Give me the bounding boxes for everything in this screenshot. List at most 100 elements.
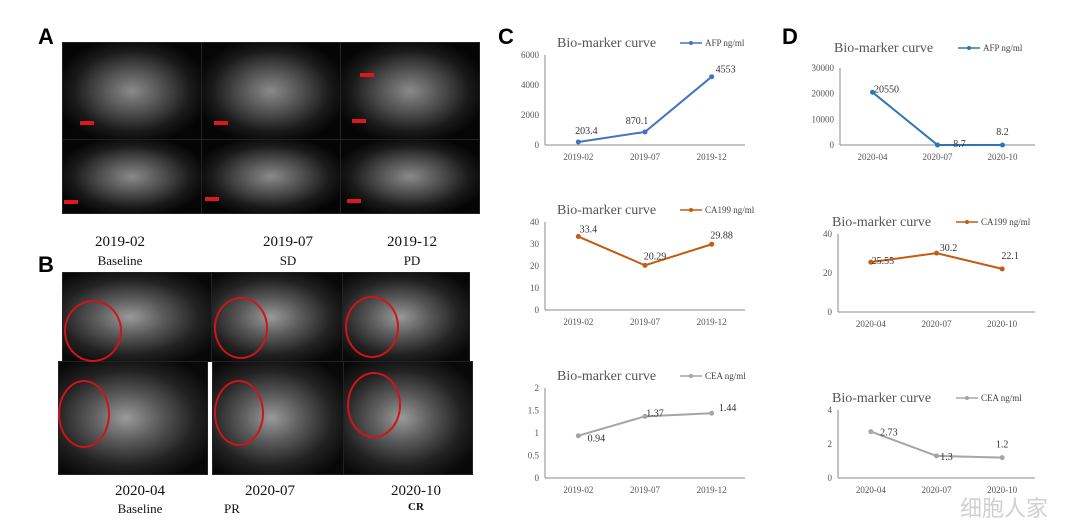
- data-label: 33.4: [580, 225, 598, 236]
- panel-label-d: D: [782, 24, 798, 49]
- data-label: 1.2: [996, 440, 1009, 451]
- lesion-arrow: [205, 197, 219, 201]
- data-label: 8.2: [996, 127, 1009, 138]
- mri-image-a-5: [201, 139, 341, 214]
- caption-b-2-status: PR: [224, 501, 240, 516]
- caption-a-1-status: Baseline: [97, 253, 143, 268]
- lesion-circle: [214, 380, 264, 446]
- data-point: [868, 429, 874, 435]
- y-tick-label: 2000: [521, 110, 540, 120]
- y-tick-label: 0: [828, 473, 833, 483]
- y-tick-label: 0: [535, 140, 540, 150]
- x-tick-label: 2020-10: [987, 319, 1017, 329]
- legend-marker: [967, 46, 971, 50]
- x-tick-label: 2019-07: [630, 317, 660, 327]
- data-label: 29.88: [710, 230, 733, 241]
- legend-marker: [689, 374, 693, 378]
- chart-title: Bio-marker curve: [832, 391, 931, 406]
- lesion-circle: [347, 372, 401, 438]
- y-tick-label: 30000: [812, 63, 835, 73]
- x-tick-label: 2019-02: [563, 317, 593, 327]
- x-tick-label: 2019-07: [630, 485, 660, 495]
- data-point: [999, 266, 1005, 272]
- caption-b-3-date: 2020-10: [391, 483, 441, 499]
- x-tick-label: 2019-07: [630, 152, 660, 162]
- lesion-arrow: [64, 200, 78, 204]
- y-tick-label: 0: [830, 140, 835, 150]
- legend-marker: [965, 396, 969, 400]
- lesion-arrow: [360, 73, 374, 77]
- data-label: 20.29: [644, 251, 667, 262]
- mri-image-a-6: [340, 139, 480, 214]
- x-tick-label: 2020-10: [988, 152, 1018, 162]
- data-label: 30.2: [940, 243, 958, 254]
- panel-label-a: A: [38, 24, 54, 49]
- y-tick-label: 10: [530, 283, 540, 293]
- y-tick-label: 20000: [812, 89, 835, 99]
- legend-label: CEA ng/ml: [705, 371, 746, 381]
- y-tick-label: 4: [828, 405, 833, 415]
- data-label: 0.94: [588, 434, 606, 445]
- x-tick-label: 2020-07: [922, 319, 952, 329]
- chart-title: Bio-marker curve: [557, 369, 656, 384]
- data-point: [709, 241, 715, 247]
- x-tick-label: 2020-07: [922, 485, 952, 495]
- y-tick-label: 30: [530, 239, 540, 249]
- data-point: [709, 74, 715, 80]
- x-tick-label: 2019-02: [563, 485, 593, 495]
- data-label: 22.1: [1001, 251, 1019, 262]
- data-label: 203.4: [575, 126, 598, 137]
- panel-label-c: C: [498, 24, 514, 49]
- x-tick-label: 2020-04: [858, 152, 888, 162]
- x-tick-label: 2020-10: [987, 485, 1017, 495]
- caption-b-3-status: CR: [408, 501, 424, 513]
- lesion-arrow: [352, 119, 366, 123]
- data-point: [575, 139, 581, 145]
- data-label: 8.7: [953, 139, 966, 150]
- mri-image-a-3: [340, 42, 480, 140]
- caption-a-3-date: 2019-12: [387, 234, 437, 250]
- legend-label: CEA ng/ml: [981, 393, 1022, 403]
- x-tick-label: 2019-12: [697, 485, 727, 495]
- chart-title: Bio-marker curve: [557, 36, 656, 51]
- lesion-circle: [64, 300, 122, 362]
- y-tick-label: 0: [828, 307, 833, 317]
- caption-b-2-date: 2020-07: [245, 483, 295, 499]
- legend-label: CA199 ng/ml: [705, 205, 755, 215]
- y-tick-label: 0: [535, 305, 540, 315]
- lesion-arrow: [347, 199, 361, 203]
- data-label: 1.37: [646, 408, 664, 419]
- data-label: 2.73: [880, 428, 898, 439]
- caption-a-2-date: 2019-07: [263, 234, 313, 250]
- data-point: [934, 250, 939, 256]
- x-tick-label: 2019-02: [563, 152, 593, 162]
- caption-a-2-status: SD: [279, 253, 297, 268]
- data-label: 1.44: [719, 403, 737, 414]
- y-tick-label: 1: [535, 428, 540, 438]
- data-point: [868, 259, 874, 265]
- data-point: [575, 234, 581, 240]
- y-tick-label: 1.5: [528, 406, 540, 416]
- data-point: [642, 413, 648, 419]
- x-tick-label: 2020-04: [856, 485, 886, 495]
- y-tick-label: 20: [530, 261, 540, 271]
- data-point: [870, 89, 875, 95]
- caption-a-1-date: 2019-02: [95, 234, 145, 250]
- x-tick-label: 2019-12: [697, 317, 727, 327]
- legend-label: AFP ng/ml: [705, 38, 745, 48]
- legend-marker: [965, 220, 969, 224]
- data-point: [935, 142, 940, 148]
- y-tick-label: 40: [530, 217, 540, 227]
- lesion-circle: [214, 297, 268, 359]
- y-tick-label: 0.5: [528, 451, 540, 461]
- caption-b-1-date: 2020-04: [115, 483, 165, 499]
- x-tick-label: 2020-07: [923, 152, 953, 162]
- y-tick-label: 40: [823, 229, 833, 239]
- data-label: 20550: [874, 84, 899, 95]
- data-point: [999, 455, 1005, 461]
- lesion-arrow: [80, 121, 94, 125]
- data-point: [934, 453, 939, 459]
- y-tick-label: 2: [828, 439, 833, 449]
- data-label: 25.55: [872, 256, 895, 267]
